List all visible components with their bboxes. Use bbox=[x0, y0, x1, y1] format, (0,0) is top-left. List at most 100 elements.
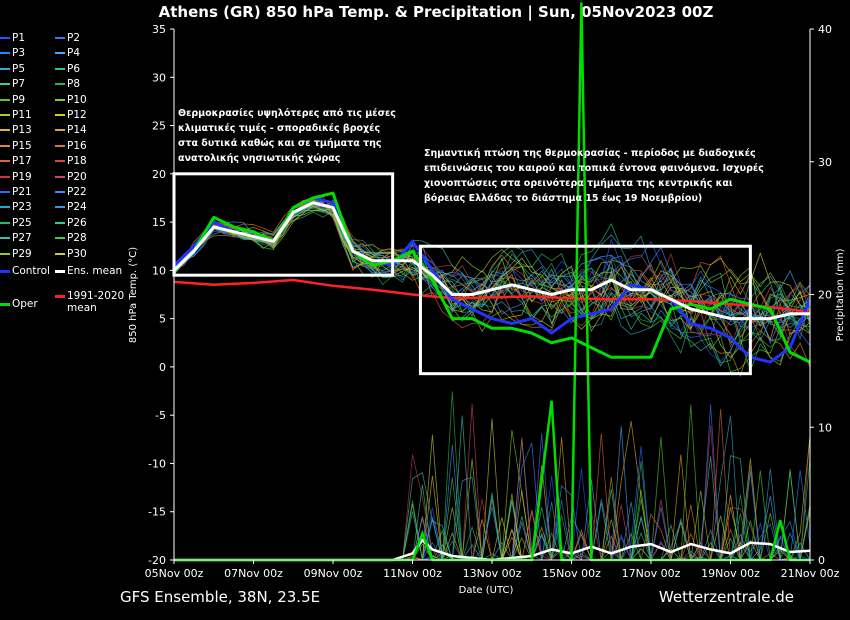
member-precip-line bbox=[174, 477, 810, 561]
legend-label: P5 bbox=[12, 62, 26, 75]
legend-swatch bbox=[55, 37, 65, 39]
legend-label: P23 bbox=[12, 201, 32, 214]
footer-source: GFS Ensemble, 38N, 23.5E bbox=[120, 588, 321, 606]
legend-label: P13 bbox=[12, 124, 32, 137]
y2-tick-label: 10 bbox=[818, 421, 832, 434]
x-tick-label: 17Nov 00z bbox=[622, 567, 681, 580]
y-tick-label: 20 bbox=[152, 168, 166, 181]
x-tick-label: 15Nov 00z bbox=[542, 567, 601, 580]
legend-item: P13 bbox=[0, 124, 32, 137]
legend-item: P14 bbox=[55, 124, 87, 137]
legend-item: P20 bbox=[55, 171, 87, 184]
legend-swatch bbox=[55, 144, 65, 147]
legend-item: P7 bbox=[0, 78, 25, 91]
legend-label: Control bbox=[12, 265, 50, 277]
legend-swatch bbox=[55, 83, 65, 86]
legend-label: P30 bbox=[67, 247, 87, 260]
legend-swatch bbox=[55, 191, 65, 193]
chart-marks bbox=[172, 2, 812, 562]
legend-swatch bbox=[55, 206, 65, 209]
legend-label: P27 bbox=[12, 232, 32, 245]
legend-label: P18 bbox=[67, 155, 87, 168]
legend-label: P26 bbox=[67, 216, 87, 229]
axes: 35 30 25 20 15 10 5 0 -5 -10 -15 -20 40 30 20 10 0 05Nov … bbox=[145, 23, 840, 580]
legend-label: P14 bbox=[67, 124, 87, 137]
legend-swatch bbox=[0, 269, 10, 273]
legend-item: P21 bbox=[0, 186, 32, 199]
chart-title: Athens (GR) 850 hPa Temp. & Precipitatio… bbox=[159, 3, 714, 22]
legend-label: P12 bbox=[67, 109, 87, 121]
legend-label: P29 bbox=[12, 247, 32, 260]
member-precip-line bbox=[174, 421, 810, 561]
legend-swatch bbox=[55, 294, 65, 298]
legend-label: P2 bbox=[67, 32, 81, 44]
y2-tick-label: 40 bbox=[818, 23, 832, 36]
legend-label: P21 bbox=[12, 186, 32, 198]
legend-swatch bbox=[55, 114, 65, 116]
legend-label: P24 bbox=[67, 201, 87, 214]
x-tick-label: 07Nov 00z bbox=[224, 567, 283, 580]
legend-swatch bbox=[55, 221, 65, 224]
y-tick-label: 25 bbox=[152, 120, 166, 133]
ensemble-members bbox=[173, 196, 811, 562]
legend-item: P28 bbox=[55, 232, 87, 245]
legend-swatch bbox=[0, 160, 10, 163]
x-tick-label: 09Nov 00z bbox=[304, 567, 363, 580]
legend-swatch bbox=[55, 269, 65, 273]
legend-item: P8 bbox=[55, 78, 80, 91]
y2-tick-label: 30 bbox=[818, 156, 832, 169]
member-precip-line bbox=[174, 415, 810, 561]
y-tick-label: -15 bbox=[148, 506, 166, 519]
member-precip-line bbox=[174, 415, 810, 562]
legend-item: Control bbox=[0, 265, 50, 278]
member-precip-line bbox=[174, 504, 811, 561]
annotation-cold: Σημαντική πτώση της θερμοκρασίας - περίο… bbox=[424, 148, 764, 204]
y2-tick-label: 0 bbox=[818, 554, 825, 567]
legend-item: P27 bbox=[0, 232, 32, 245]
legend-label: P9 bbox=[12, 93, 26, 106]
legend-swatch bbox=[0, 302, 10, 306]
legend-swatch bbox=[0, 144, 10, 147]
legend-swatch bbox=[0, 67, 10, 70]
member-temp-line bbox=[173, 197, 811, 345]
legend-item: 1991-2020 bbox=[55, 290, 124, 303]
legend-item: P26 bbox=[55, 217, 87, 230]
member-precip-line bbox=[174, 425, 811, 561]
legend-item: P24 bbox=[55, 201, 87, 214]
member-precip-line bbox=[174, 506, 810, 561]
y-tick-label: 15 bbox=[152, 216, 166, 229]
legend-label: P1 bbox=[12, 32, 26, 44]
y-tick-label: -20 bbox=[148, 554, 166, 567]
legend-item: mean bbox=[55, 302, 97, 315]
legend-swatch bbox=[55, 129, 65, 132]
legend-label: P19 bbox=[12, 170, 32, 183]
legend-swatch bbox=[0, 52, 10, 55]
y-tick-label: 0 bbox=[159, 361, 166, 374]
member-temp-line bbox=[173, 206, 811, 364]
legend-item: P10 bbox=[55, 94, 87, 107]
footer-brand: Wetterzentrale.de bbox=[658, 588, 794, 606]
member-precip-line bbox=[174, 418, 810, 561]
legend-swatch bbox=[55, 98, 65, 101]
legend-label: mean bbox=[67, 302, 97, 315]
y-tick-label: -10 bbox=[148, 457, 166, 470]
legend-item: P5 bbox=[0, 63, 25, 76]
series-line-1991-2020-mean bbox=[173, 278, 811, 314]
y-tick-label: 5 bbox=[159, 313, 166, 326]
legend-label: P10 bbox=[67, 93, 87, 106]
legend-item: P30 bbox=[55, 248, 87, 261]
y-tick-label: -5 bbox=[155, 409, 166, 422]
precip-line-oper bbox=[174, 2, 810, 562]
legend-swatch bbox=[0, 206, 10, 209]
annotation-warm: Θερμοκρασίες υψηλότερες από τις μέσες κλ… bbox=[178, 108, 396, 164]
y2-tick-label: 20 bbox=[818, 289, 832, 302]
y-tick-label: 30 bbox=[152, 71, 166, 84]
legend-item: P9 bbox=[0, 94, 25, 107]
legend-item: P25 bbox=[0, 217, 32, 230]
legend-item: P23 bbox=[0, 201, 32, 214]
legend-swatch bbox=[0, 237, 10, 240]
legend-item: P4 bbox=[55, 47, 80, 60]
legend-label: P17 bbox=[12, 155, 32, 168]
y2-axis-label: Precipitation (mm) bbox=[835, 248, 846, 341]
legend-label: P6 bbox=[67, 62, 81, 75]
